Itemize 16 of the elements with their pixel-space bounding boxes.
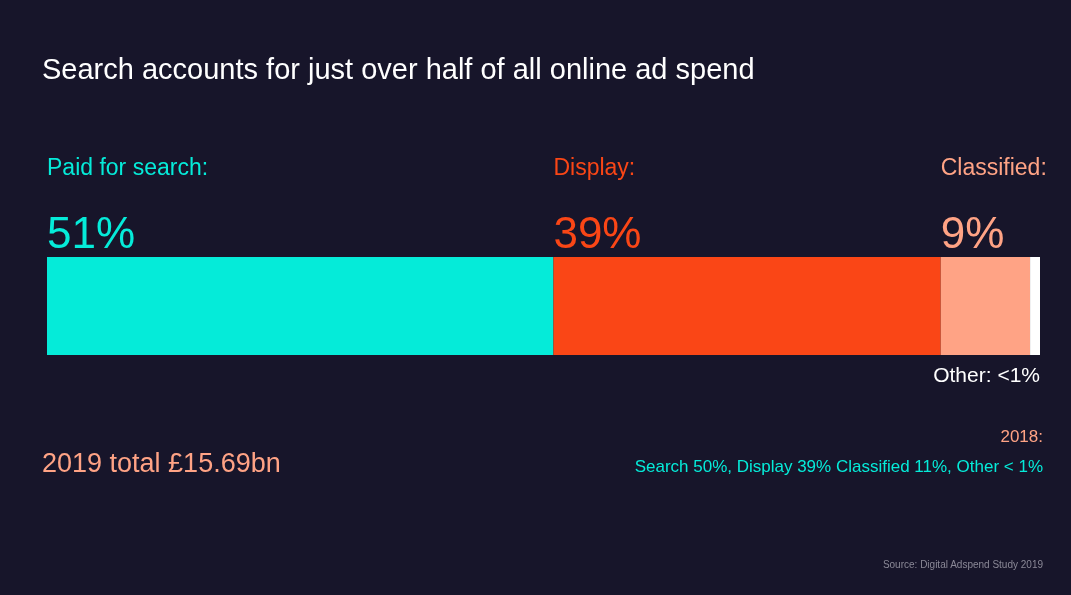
source-note: Source: Digital Adspend Study 2019 — [882, 559, 1044, 570]
data-label: 9% — [940, 208, 1005, 257]
data-label: 39% — [553, 208, 642, 257]
text: 2018: — [1000, 427, 1043, 446]
text: Display: — [553, 154, 636, 180]
text: Search 50%, Display 39% Classified 11%, Other < 1% — [634, 457, 1043, 476]
text: 2019 total £15.69bn — [42, 448, 281, 478]
text: Classified: — [940, 154, 1047, 180]
bar — [553, 257, 941, 355]
chart-title: Search accounts for just over half of all online ad spend — [42, 53, 755, 85]
text: Paid for search: — [47, 154, 209, 180]
bar — [1030, 257, 1040, 355]
text: Other: <1% — [933, 363, 1040, 386]
bar — [940, 257, 1031, 355]
data-label: 51% — [47, 208, 136, 257]
bar — [47, 257, 554, 355]
